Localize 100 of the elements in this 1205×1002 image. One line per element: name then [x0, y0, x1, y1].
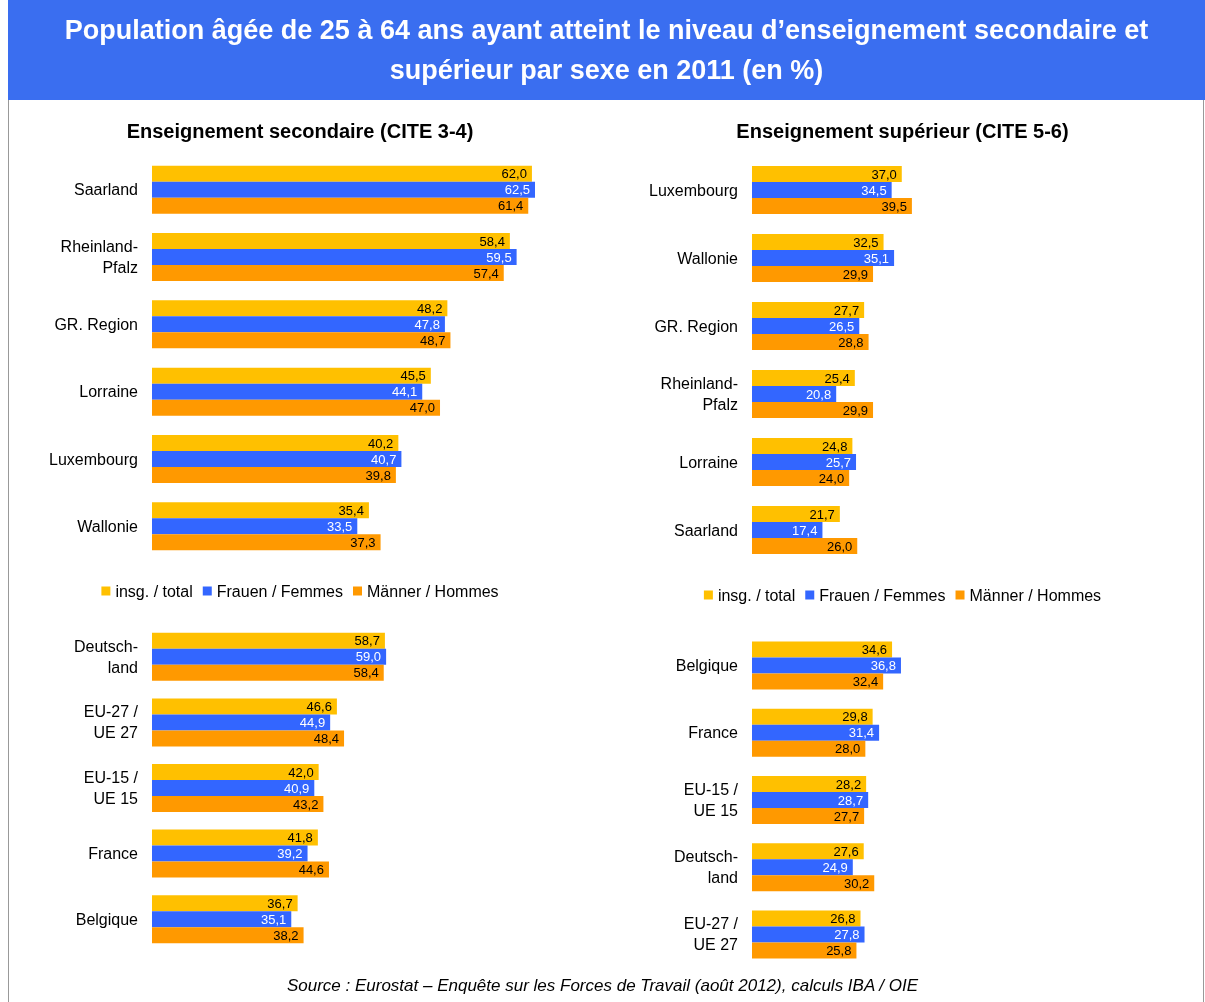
data-label: 47,0 — [409, 400, 436, 416]
bar — [752, 708, 873, 725]
bar — [752, 302, 865, 318]
data-label: 44,9 — [299, 714, 326, 730]
bar — [152, 181, 535, 198]
data-label: 39,2 — [277, 846, 303, 862]
bar — [752, 334, 869, 350]
y-tick-label: GR. Region — [54, 315, 138, 333]
bar — [152, 927, 304, 944]
bar — [752, 641, 893, 658]
bar — [152, 764, 319, 780]
bar — [152, 895, 298, 912]
data-label: 62,5 — [504, 182, 530, 198]
data-label: 32,4 — [852, 674, 879, 690]
data-label: 24,0 — [818, 470, 845, 486]
bar — [752, 166, 902, 182]
data-label: 35,4 — [338, 502, 364, 518]
text: Population âgée de 25 à 64 ans ayant atteint le niveau d’enseignement secondaire et supérieur par sexe en 2011 (en %) — [63, 14, 1150, 87]
data-label: 25,8 — [826, 942, 852, 958]
data-label: 39,8 — [365, 467, 391, 483]
bar — [752, 182, 892, 198]
bar — [752, 910, 861, 927]
data-label: 29,9 — [842, 402, 869, 418]
bar — [752, 438, 853, 454]
data-label: 47,8 — [414, 316, 440, 332]
data-label: 25,4 — [824, 370, 850, 386]
bar — [152, 316, 445, 333]
data-label: 44,6 — [298, 862, 324, 878]
legend-label: insg. / total — [717, 586, 796, 604]
y-tick-label: EU-15 / UE 15 — [83, 769, 139, 807]
bar — [752, 266, 874, 282]
data-label: 58,7 — [354, 633, 380, 649]
y-tick-label: Belgique — [675, 657, 739, 675]
bar — [752, 792, 869, 808]
y-tick-label: France — [88, 845, 139, 863]
bar — [752, 318, 860, 334]
bar — [152, 518, 358, 535]
y-tick-label: Wallonie — [677, 249, 739, 267]
data-label: 38,2 — [273, 927, 299, 943]
data-label: 26,5 — [828, 318, 855, 334]
bar — [152, 265, 504, 281]
bar — [152, 648, 387, 665]
data-label: 21,7 — [809, 506, 835, 522]
legend-label: Frauen / Femmes — [216, 582, 344, 600]
bar — [152, 911, 292, 928]
data-label: 27,7 — [833, 302, 860, 318]
bar — [752, 250, 895, 266]
data-label: 24,9 — [822, 859, 848, 875]
bar — [752, 454, 857, 470]
data-label: 61,4 — [497, 198, 524, 214]
bar — [152, 249, 517, 265]
data-label: 46,6 — [306, 698, 332, 714]
data-label: 59,0 — [355, 649, 382, 665]
data-label: 35,1 — [260, 911, 287, 927]
data-label: 45,5 — [400, 368, 426, 384]
legend-label: insg. / total — [115, 582, 193, 600]
y-tick-label: Lorraine — [79, 383, 139, 401]
data-label: 39,5 — [881, 198, 907, 214]
bar — [752, 657, 901, 674]
bar — [152, 714, 331, 731]
data-label: 42,0 — [288, 764, 314, 780]
data-label: 58,4 — [479, 233, 505, 249]
legend-label: Frauen / Femmes — [819, 586, 946, 604]
data-label: 34,5 — [861, 182, 887, 198]
y-tick-label: EU-15 / UE 15 — [683, 781, 739, 819]
data-label: 34,6 — [861, 642, 888, 658]
data-label: 40,9 — [283, 780, 310, 796]
data-label: 36,8 — [870, 658, 896, 674]
bar — [752, 859, 853, 876]
y-tick-label: Wallonie — [77, 517, 139, 535]
bar — [152, 845, 308, 862]
bar — [752, 740, 866, 757]
bar — [152, 233, 510, 249]
data-label: 28,8 — [838, 334, 864, 350]
y-tick-label: Luxembourg — [49, 450, 138, 468]
y-tick-label: Saarland — [673, 521, 738, 539]
data-label: 26,0 — [826, 538, 853, 554]
data-label: 43,2 — [293, 796, 319, 812]
data-label: 27,8 — [834, 926, 860, 942]
bar — [152, 197, 529, 214]
bar — [752, 843, 864, 860]
bar — [752, 538, 858, 554]
bar — [152, 435, 399, 451]
data-label: 44,1 — [391, 384, 418, 400]
data-label: 40,7 — [371, 451, 397, 467]
bar — [152, 664, 384, 681]
bar — [152, 332, 451, 349]
legend-label: Männer / Hommes — [367, 582, 499, 600]
bar — [152, 632, 385, 649]
data-label: 35,1 — [863, 250, 890, 266]
data-label: 48,7 — [420, 332, 446, 348]
data-label: 57,4 — [473, 265, 499, 281]
bar — [152, 534, 381, 551]
bar — [752, 942, 857, 959]
data-label: 29,9 — [842, 266, 869, 282]
chart-title: Enseignement secondaire (CITE 3-4) — [126, 120, 474, 142]
bar — [152, 502, 369, 519]
bar — [752, 386, 837, 402]
y-tick-label: Belgique — [75, 910, 139, 928]
bar — [752, 522, 823, 538]
